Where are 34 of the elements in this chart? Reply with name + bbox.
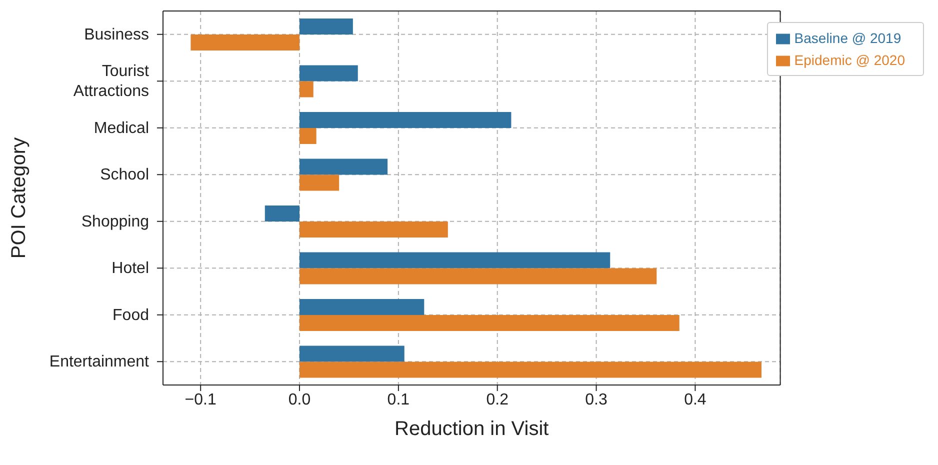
y-tick-label: School (100, 166, 149, 184)
bar (300, 128, 316, 144)
bar (300, 346, 404, 362)
bar (190, 34, 300, 50)
legend-label: Epidemic @ 2020 (794, 52, 905, 68)
y-tick-label: Business (84, 26, 149, 44)
bar (300, 362, 762, 378)
x-tick-label: 0.1 (387, 391, 410, 408)
bar (300, 298, 424, 315)
x-tick-label: 0.4 (684, 391, 706, 408)
y-axis-title: POI Category (8, 137, 30, 259)
bar (300, 65, 358, 82)
x-tick-label: −0.1 (184, 391, 216, 408)
bar (264, 205, 300, 222)
bar (300, 314, 680, 331)
y-tick-label: Food (112, 306, 149, 324)
x-tick-label: 0.0 (288, 391, 311, 408)
x-tick-label: 0.2 (486, 391, 509, 408)
bar (300, 268, 657, 284)
bar (300, 158, 388, 175)
y-tick-label: Shopping (81, 213, 149, 230)
y-tick-label: Medical (94, 120, 149, 137)
bar (300, 112, 512, 128)
y-tick-label: Entertainment (49, 354, 150, 371)
bar (300, 252, 610, 268)
legend-label: Baseline @ 2019 (794, 30, 902, 46)
bar (300, 221, 448, 238)
bar (300, 174, 340, 191)
x-axis-title: Reduction in Visit (394, 418, 550, 440)
bar (300, 81, 314, 98)
x-tick-label: 0.3 (585, 391, 608, 408)
bar (300, 18, 353, 34)
y-tick-label: Tourist Attractions (73, 63, 150, 100)
y-tick-label: Hotel (112, 260, 149, 278)
